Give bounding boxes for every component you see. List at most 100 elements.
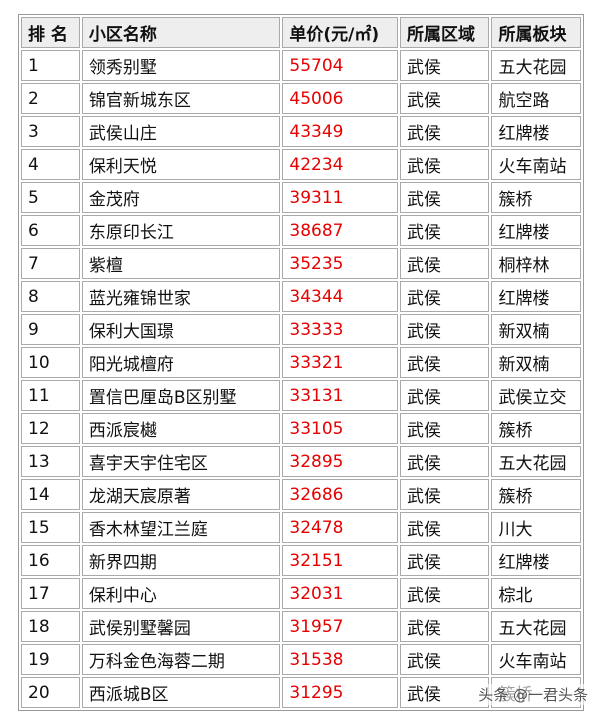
area-cell: 火车南站 <box>491 149 581 180</box>
area-cell: 五大花园 <box>491 50 581 81</box>
table-row: 10 阳光城檀府 33321 武侯 新双楠 <box>21 347 581 378</box>
district-cell: 武侯 <box>400 677 490 708</box>
table-row: 12 西派宸樾 33105 武侯 簇桥 <box>21 413 581 444</box>
area-cell: 桐梓林 <box>491 248 581 279</box>
price-cell: 33105 <box>282 413 399 444</box>
price-cell: 33131 <box>282 380 399 411</box>
district-cell: 武侯 <box>400 182 490 213</box>
name-cell: 紫檀 <box>81 248 281 279</box>
name-cell: 保利天悦 <box>81 149 281 180</box>
watermark: 头条 @一君头条 <box>478 684 588 705</box>
rank-cell: 14 <box>21 479 80 510</box>
district-cell: 武侯 <box>400 413 490 444</box>
name-cell: 金茂府 <box>81 182 281 213</box>
district-cell: 武侯 <box>400 512 490 543</box>
district-cell: 武侯 <box>400 578 490 609</box>
area-cell: 红牌楼 <box>491 116 581 147</box>
name-cell: 阳光城檀府 <box>81 347 281 378</box>
district-cell: 武侯 <box>400 347 490 378</box>
rank-cell: 18 <box>21 611 80 642</box>
area-cell: 棕北 <box>491 578 581 609</box>
price-cell: 32478 <box>282 512 399 543</box>
price-cell: 31538 <box>282 644 399 675</box>
table-row: 15 香木林望江兰庭 32478 武侯 川大 <box>21 512 581 543</box>
table-row: 8 蓝光雍锦世家 34344 武侯 红牌楼 <box>21 281 581 312</box>
price-cell: 32151 <box>282 545 399 576</box>
header-cell: 排 名 <box>21 17 80 48</box>
area-cell: 簇桥 <box>491 182 581 213</box>
table-row: 4 保利天悦 42234 武侯 火车南站 <box>21 149 581 180</box>
rank-cell: 3 <box>21 116 80 147</box>
district-cell: 武侯 <box>400 314 490 345</box>
district-cell: 武侯 <box>400 215 490 246</box>
price-cell: 33321 <box>282 347 399 378</box>
name-cell: 置信巴厘岛B区别墅 <box>81 380 281 411</box>
rank-cell: 17 <box>21 578 80 609</box>
area-cell: 五大花园 <box>491 611 581 642</box>
area-cell: 航空路 <box>491 83 581 114</box>
name-cell: 武侯别墅馨园 <box>81 611 281 642</box>
district-cell: 武侯 <box>400 116 490 147</box>
district-cell: 武侯 <box>400 611 490 642</box>
name-cell: 西派宸樾 <box>81 413 281 444</box>
table-body: 1 领秀别墅 55704 武侯 五大花园 2 锦官新城东区 45006 武侯 航空路 3 武侯山庄 43… <box>21 50 581 708</box>
table-row: 7 紫檀 35235 武侯 桐梓林 <box>21 248 581 279</box>
price-cell: 39311 <box>282 182 399 213</box>
table-row: 3 武侯山庄 43349 武侯 红牌楼 <box>21 116 581 147</box>
table-row: 1 领秀别墅 55704 武侯 五大花园 <box>21 50 581 81</box>
price-cell: 45006 <box>282 83 399 114</box>
area-cell: 簇桥 <box>491 479 581 510</box>
header-cell: 小区名称 <box>81 17 281 48</box>
name-cell: 领秀别墅 <box>81 50 281 81</box>
rank-cell: 13 <box>21 446 80 477</box>
rank-cell: 4 <box>21 149 80 180</box>
table-row: 14 龙湖天宸原著 32686 武侯 簇桥 <box>21 479 581 510</box>
price-cell: 32895 <box>282 446 399 477</box>
area-cell: 新双楠 <box>491 347 581 378</box>
district-cell: 武侯 <box>400 149 490 180</box>
area-cell: 红牌楼 <box>491 281 581 312</box>
district-cell: 武侯 <box>400 446 490 477</box>
name-cell: 喜宇天宇住宅区 <box>81 446 281 477</box>
name-cell: 蓝光雍锦世家 <box>81 281 281 312</box>
price-cell: 43349 <box>282 116 399 147</box>
price-table: 排 名小区名称 单价(元/㎡) 所属区域 所属板块 1 领秀别墅 55704 武侯 五大花园 2… <box>18 14 584 711</box>
price-cell: 33333 <box>282 314 399 345</box>
district-cell: 武侯 <box>400 281 490 312</box>
name-cell: 新界四期 <box>81 545 281 576</box>
price-cell: 31957 <box>282 611 399 642</box>
rank-cell: 12 <box>21 413 80 444</box>
table-row: 16 新界四期 32151 武侯 红牌楼 <box>21 545 581 576</box>
table-row: 5 金茂府 39311 武侯 簇桥 <box>21 182 581 213</box>
rank-cell: 7 <box>21 248 80 279</box>
table-row: 18 武侯别墅馨园 31957 武侯 五大花园 <box>21 611 581 642</box>
name-cell: 保利中心 <box>81 578 281 609</box>
area-cell: 红牌楼 <box>491 215 581 246</box>
rank-cell: 9 <box>21 314 80 345</box>
rank-cell: 5 <box>21 182 80 213</box>
header-cell: 所属区域 <box>400 17 490 48</box>
price-cell: 32031 <box>282 578 399 609</box>
rank-cell: 2 <box>21 83 80 114</box>
rank-cell: 19 <box>21 644 80 675</box>
header-cell: 所属板块 <box>491 17 581 48</box>
price-cell: 34344 <box>282 281 399 312</box>
table-row: 19 万科金色海蓉二期 31538 武侯 火车南站 <box>21 644 581 675</box>
district-cell: 武侯 <box>400 479 490 510</box>
name-cell: 龙湖天宸原著 <box>81 479 281 510</box>
rank-cell: 10 <box>21 347 80 378</box>
name-cell: 万科金色海蓉二期 <box>81 644 281 675</box>
district-cell: 武侯 <box>400 248 490 279</box>
price-cell: 35235 <box>282 248 399 279</box>
table-row: 11 置信巴厘岛B区别墅 33131 武侯 武侯立交 <box>21 380 581 411</box>
rank-cell: 15 <box>21 512 80 543</box>
rank-cell: 1 <box>21 50 80 81</box>
table-row: 2 锦官新城东区 45006 武侯 航空路 <box>21 83 581 114</box>
name-cell: 香木林望江兰庭 <box>81 512 281 543</box>
area-cell: 火车南站 <box>491 644 581 675</box>
name-cell: 东原印长江 <box>81 215 281 246</box>
table-row: 17 保利中心 32031 武侯 棕北 <box>21 578 581 609</box>
price-cell: 38687 <box>282 215 399 246</box>
area-cell: 簇桥 <box>491 413 581 444</box>
